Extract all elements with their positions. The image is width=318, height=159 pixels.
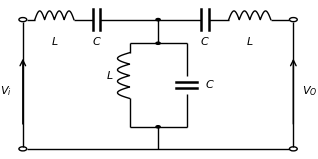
Text: C: C — [205, 80, 213, 90]
Text: $V_i$: $V_i$ — [0, 84, 12, 98]
Circle shape — [156, 42, 160, 44]
Circle shape — [156, 18, 160, 21]
Circle shape — [156, 126, 160, 128]
Text: L: L — [107, 71, 113, 81]
Text: $V_O$: $V_O$ — [302, 84, 318, 98]
Text: L: L — [51, 37, 58, 47]
Text: C: C — [201, 37, 209, 47]
Text: L: L — [247, 37, 253, 47]
Text: C: C — [93, 37, 100, 47]
